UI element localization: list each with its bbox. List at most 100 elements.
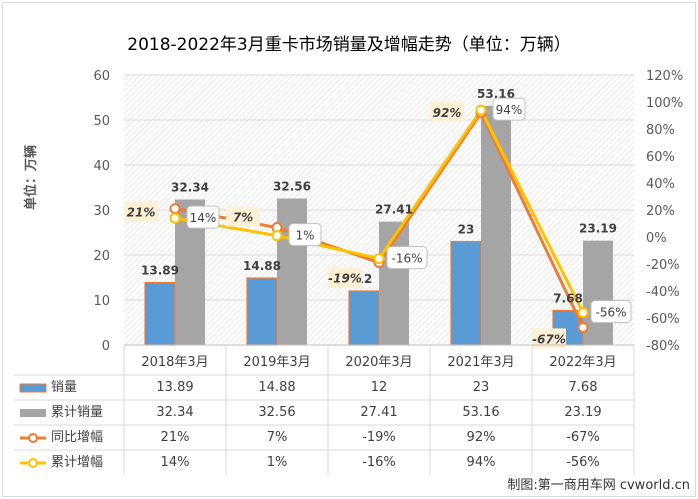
legend-line-marker-icon	[20, 457, 46, 468]
legend-label: 销量	[51, 380, 78, 395]
table-cell: 53.16	[462, 405, 500, 420]
data-label-yoy-bg	[226, 206, 260, 227]
table-cell: 94%	[466, 455, 496, 470]
table-cell: -56%	[566, 455, 600, 470]
bar-sales	[144, 281, 176, 346]
data-label-yoy-text: -19%	[328, 272, 362, 286]
data-label-cumulative: 53.16	[477, 87, 515, 101]
y-left-tick-label: 0	[102, 339, 110, 354]
legend-item: 同比增幅	[18, 425, 103, 450]
x-axis-category-label: 2020年3月	[345, 355, 413, 370]
data-label-yoy: -67%	[532, 328, 566, 349]
data-label-sales: 7.68	[553, 291, 583, 305]
bar-cumulative-sales	[277, 198, 307, 345]
data-label-callout-bg	[186, 205, 220, 229]
y-right-tick-label: 80%	[646, 123, 675, 138]
data-label-callout-text: -56%	[595, 306, 626, 320]
data-label-yoy-text: 7%	[233, 211, 253, 225]
legend-label: 累计增幅	[51, 455, 104, 470]
x-axis-category-label: 2022年3月	[549, 355, 617, 370]
y-left-tick-label: 40	[93, 159, 110, 174]
legend-item: 累计销量	[18, 400, 103, 425]
y-right-tick-label: -80%	[646, 339, 680, 354]
data-label-callout-text: -16%	[391, 252, 422, 266]
marker-yoy-growth	[577, 321, 589, 333]
table-cell: 7%	[266, 430, 288, 445]
y-right-tick-label: -40%	[646, 285, 680, 300]
data-label-cumulative-growth: -56%	[590, 300, 632, 324]
table-cell: 7.68	[568, 380, 598, 395]
data-label-callout-bg	[386, 246, 428, 270]
data-label-callout-text: 14%	[190, 211, 217, 225]
data-label-yoy-bg	[532, 328, 566, 349]
legend-line-marker-icon	[20, 432, 46, 443]
chart-title: 2018-2022年3月重卡市场销量及增幅走势（单位：万辆）	[127, 35, 571, 55]
marker-cumulative-growth	[475, 104, 487, 116]
data-label-yoy-bg	[430, 101, 464, 122]
data-label-cumulative: 32.56	[273, 179, 311, 193]
data-label-yoy: 92%	[430, 101, 464, 122]
legend-item: 累计增幅	[18, 450, 103, 475]
legend-item: 销量	[18, 375, 77, 400]
table-cell: 32.34	[156, 405, 194, 420]
data-label-sales: 23	[458, 223, 475, 237]
data-label-callout-text: 1%	[295, 229, 314, 243]
table-row: 累计销量 32.34 32.56 27.41 53.16 23.19	[0, 400, 698, 425]
table-cell: 92%	[466, 430, 496, 445]
bar-sales	[246, 277, 278, 346]
data-label-yoy-text: 92%	[433, 106, 462, 120]
y-left-tick-label: 20	[93, 249, 110, 264]
table-cell: 14.88	[258, 380, 296, 395]
legend-label: 同比增幅	[51, 430, 104, 445]
data-label-cumulative-growth: 1%	[288, 223, 322, 247]
y-right-tick-label: 100%	[646, 96, 683, 111]
table-row: 累计增幅 14% 1% -16% 94% -56%	[0, 450, 698, 475]
marker-yoy-growth	[169, 203, 181, 215]
bar-sales	[450, 240, 482, 346]
table-cell: -67%	[566, 430, 600, 445]
y-left-tick-label: 50	[93, 114, 110, 129]
y-left-tick-label: 60	[93, 69, 110, 84]
data-label-yoy: 7%	[226, 206, 260, 227]
y-right-tick-label: 40%	[646, 177, 675, 192]
data-label-yoy-bg	[124, 201, 158, 222]
data-label-sales: 13.89	[141, 263, 179, 277]
table-row: 同比增幅 21% 7% -19% 92% -67%	[0, 425, 698, 450]
table-cell: 21%	[160, 430, 190, 445]
data-label-callout-text: 94%	[496, 103, 523, 117]
table-cell: 12	[370, 380, 388, 395]
x-axis-category-label: 2019年3月	[243, 355, 311, 370]
data-label-cumulative-growth: 94%	[492, 97, 526, 121]
data-label-callout-bg	[288, 223, 322, 247]
y-right-tick-label: -60%	[646, 312, 680, 327]
data-label-yoy-text: -67%	[532, 332, 566, 346]
table-cell: 23.19	[564, 405, 602, 420]
data-label-cumulative: 32.34	[171, 180, 209, 194]
data-label-cumulative-growth: 14%	[186, 205, 220, 229]
credit-text: 制图:第一商用车网 cvworld.cn	[507, 478, 690, 493]
marker-cumulative-growth	[577, 307, 589, 319]
data-label-callout-bg	[492, 97, 526, 121]
table-header-row: 2018年3月 2019年3月 2020年3月 2021年3月 2022年3月	[0, 350, 698, 375]
table-cell: 14%	[160, 455, 190, 470]
marker-cumulative-growth	[169, 212, 181, 224]
table-cell: 32.56	[258, 405, 296, 420]
data-label-yoy-bg	[328, 267, 362, 288]
data-label-cumulative: 27.41	[375, 203, 413, 217]
y-right-tick-label: 60%	[646, 150, 675, 165]
data-label-callout-bg	[590, 300, 632, 324]
table-cell: 1%	[266, 455, 288, 470]
data-label-sales: 14.88	[243, 259, 281, 273]
data-label-cumulative-growth: -16%	[386, 246, 428, 270]
table-cell: -19%	[362, 430, 396, 445]
bar-sales	[348, 290, 380, 346]
data-label-cumulative: 23.19	[579, 222, 617, 236]
y-left-tick-label: 30	[93, 204, 110, 219]
marker-cumulative-growth	[271, 230, 283, 242]
table-cell: 27.41	[360, 405, 398, 420]
y-right-tick-label: 20%	[646, 204, 675, 219]
data-label-yoy: 21%	[124, 201, 158, 222]
table-cell: -16%	[362, 455, 396, 470]
y-right-tick-label: -20%	[646, 258, 680, 273]
